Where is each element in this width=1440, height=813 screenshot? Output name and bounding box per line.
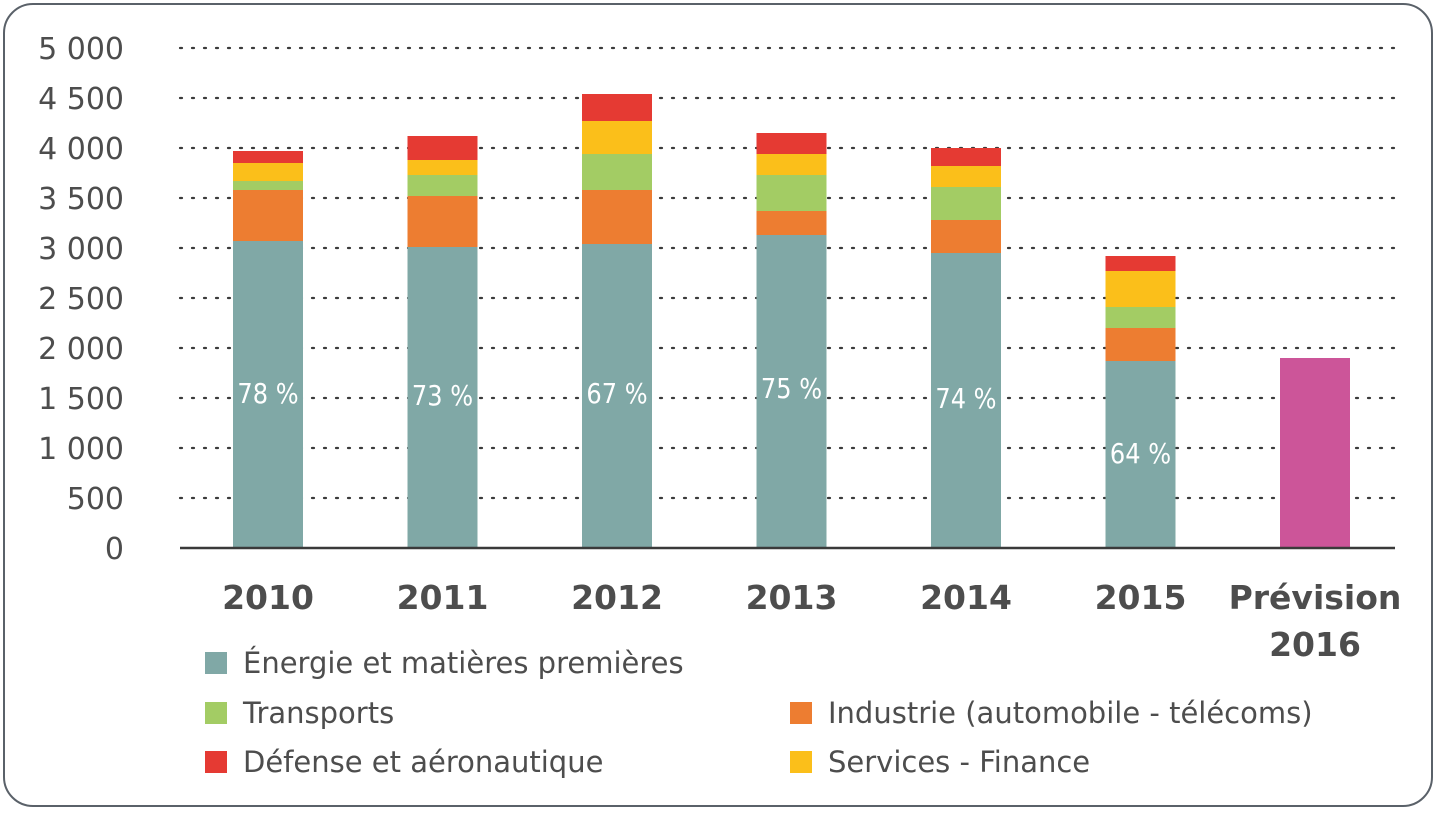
x-tick-label: 2011 bbox=[397, 578, 489, 617]
bar-segment bbox=[931, 187, 1001, 220]
x-tick-label: 2014 bbox=[920, 578, 1012, 617]
y-tick-label: 0 bbox=[105, 532, 124, 567]
bar-segment bbox=[931, 148, 1001, 166]
bar-segment bbox=[407, 136, 478, 160]
x-tick-label: Prévision bbox=[1229, 578, 1402, 617]
x-tick-label: 2015 bbox=[1095, 578, 1187, 617]
bars bbox=[233, 94, 1350, 548]
bar-value-label: 64 % bbox=[1110, 438, 1171, 470]
bar-segment bbox=[931, 220, 1001, 253]
x-tick-label: 2016 bbox=[1269, 625, 1361, 664]
bar-segment bbox=[407, 160, 478, 175]
bar-segment bbox=[233, 181, 303, 190]
bar-segment bbox=[1105, 328, 1176, 361]
y-tick-label: 3 500 bbox=[38, 182, 124, 217]
bar-segment bbox=[582, 121, 652, 154]
y-tick-label: 4 500 bbox=[38, 82, 124, 117]
y-tick-label: 4 000 bbox=[38, 132, 124, 167]
y-tick-label: 2 000 bbox=[38, 332, 124, 367]
bar-segment bbox=[756, 211, 827, 235]
x-tick-label: 2010 bbox=[222, 578, 314, 617]
bar-value-label: 73 % bbox=[412, 380, 473, 412]
bar-segment bbox=[1280, 358, 1350, 548]
bar-segment bbox=[407, 175, 478, 196]
bar-segment bbox=[756, 175, 827, 211]
bar-segment bbox=[1105, 256, 1176, 271]
y-tick-label: 500 bbox=[67, 482, 124, 517]
bar-segment bbox=[1105, 361, 1176, 548]
bar-segment bbox=[582, 190, 652, 244]
x-tick-label: 2013 bbox=[746, 578, 838, 617]
x-tick-label: 2012 bbox=[571, 578, 663, 617]
bar-value-label: 75 % bbox=[761, 373, 822, 405]
bar-segment bbox=[233, 241, 303, 548]
bar-segment bbox=[1105, 307, 1176, 328]
bar-segment bbox=[931, 166, 1001, 187]
bar-value-label: 74 % bbox=[935, 383, 996, 415]
y-tick-label: 2 500 bbox=[38, 282, 124, 317]
bar-segment bbox=[407, 247, 478, 548]
bar-value-label: 78 % bbox=[237, 378, 298, 410]
bar-segment bbox=[756, 133, 827, 154]
bar-value-label: 67 % bbox=[586, 378, 647, 410]
bar-segment bbox=[582, 94, 652, 121]
bar-segment bbox=[233, 151, 303, 163]
bar-segment bbox=[407, 196, 478, 247]
bar-segment bbox=[1105, 271, 1176, 307]
bar-segment bbox=[233, 163, 303, 181]
bar-segment bbox=[582, 154, 652, 190]
bar-segment bbox=[756, 235, 827, 548]
bar-segment bbox=[931, 253, 1001, 548]
x-axis-ticks: 2010 2011 2012 2013 2014 2015 Prévision 2016 bbox=[222, 578, 1401, 664]
bar-segment bbox=[233, 190, 303, 241]
y-tick-label: 3 000 bbox=[38, 232, 124, 267]
y-tick-label: 1 500 bbox=[38, 382, 124, 417]
y-axis-ticks: 0 500 1 000 1 500 2 000 2 500 3 000 3 500 4 000 4… bbox=[38, 32, 124, 567]
bar-labels: 78 % 73 % 67 % 75 % 74 % 64 % bbox=[237, 373, 1171, 470]
bar-segment bbox=[756, 154, 827, 175]
bar-segment bbox=[582, 244, 652, 548]
y-tick-label: 1 000 bbox=[38, 432, 124, 467]
y-tick-label: 5 000 bbox=[38, 32, 124, 67]
